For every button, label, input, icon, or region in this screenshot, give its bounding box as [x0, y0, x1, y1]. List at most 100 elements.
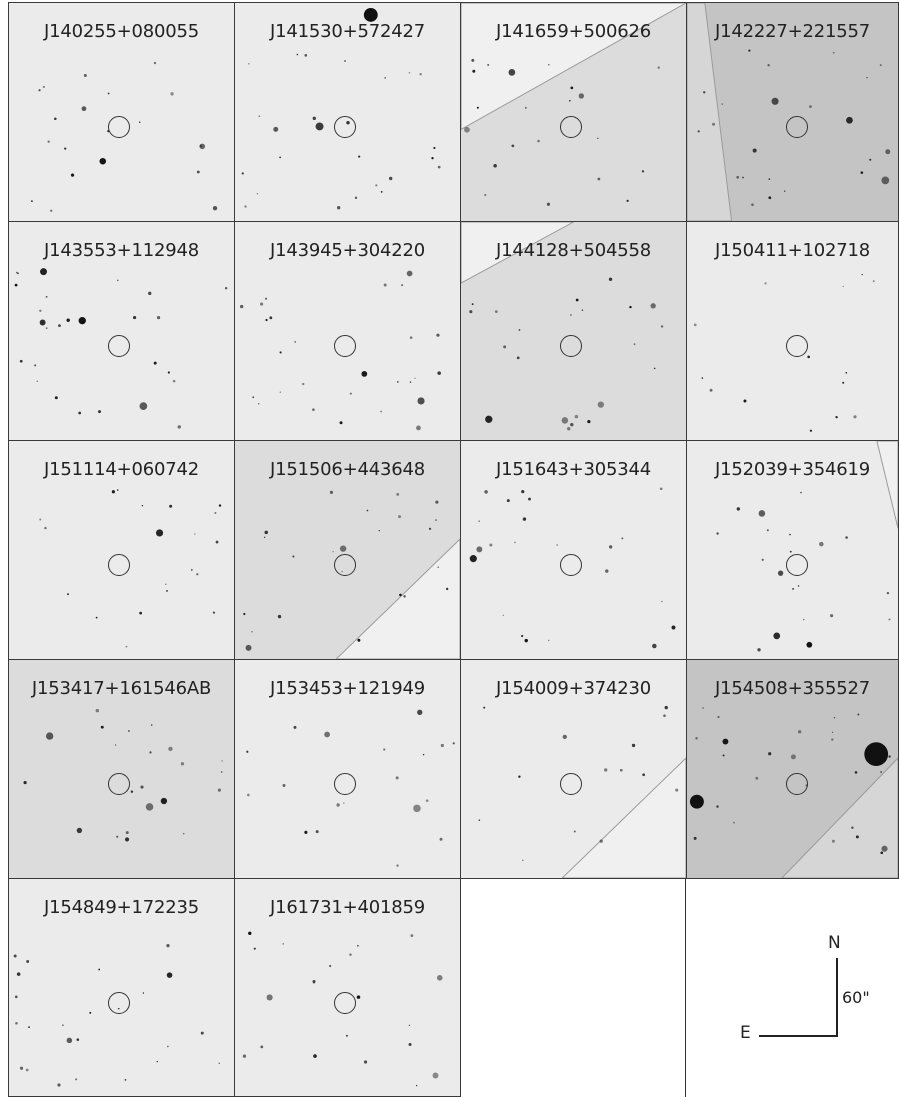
finder-panel: J154508+355527 [686, 659, 899, 879]
star-field [478, 705, 686, 878]
star [329, 964, 332, 968]
star [156, 316, 161, 320]
star [597, 401, 605, 408]
finder-panel: J154009+374230 [460, 659, 687, 879]
target-circle [108, 773, 130, 795]
star [597, 177, 601, 181]
star [888, 755, 891, 758]
star [64, 147, 67, 150]
star [339, 545, 347, 552]
star [514, 541, 516, 544]
star [196, 170, 200, 174]
star [34, 364, 37, 367]
star [439, 837, 443, 841]
star [62, 1024, 64, 1026]
star [464, 126, 470, 133]
star [766, 529, 769, 532]
star [54, 396, 58, 400]
star [304, 830, 308, 834]
star [773, 632, 781, 640]
star [528, 497, 531, 501]
star [471, 58, 475, 62]
star [128, 730, 130, 732]
star [657, 66, 660, 69]
star [26, 959, 30, 963]
star [437, 566, 439, 568]
star [521, 634, 524, 638]
star [57, 1083, 61, 1087]
star [761, 558, 764, 561]
star [124, 837, 130, 842]
finder-panel: J143945+304220 [234, 221, 461, 441]
finder-panel: J150411+102718 [686, 221, 899, 441]
star [881, 176, 890, 185]
star [693, 323, 697, 327]
star [100, 725, 104, 729]
finder-panel: J144128+504558 [460, 221, 687, 441]
star [416, 425, 421, 431]
star [845, 536, 848, 539]
star [256, 193, 259, 195]
survey-edge [461, 3, 686, 131]
star [398, 515, 402, 519]
star [650, 303, 656, 309]
star [518, 775, 521, 778]
star [200, 1031, 204, 1035]
star [182, 832, 185, 835]
finder-panel: J151114+060742 [8, 440, 235, 660]
star [339, 421, 343, 425]
survey-edge [461, 222, 574, 284]
star [168, 746, 173, 752]
star [437, 165, 441, 169]
star [721, 103, 723, 105]
star-field [693, 274, 875, 432]
star [40, 268, 47, 276]
panel-label: J161731+401859 [269, 897, 426, 918]
star [139, 611, 143, 615]
target-circle [108, 116, 130, 138]
star [428, 527, 432, 530]
star [45, 295, 48, 298]
star [767, 64, 770, 67]
east-label: E [740, 1023, 751, 1043]
star [153, 61, 157, 65]
star [790, 754, 796, 760]
star [880, 771, 882, 773]
star [416, 1085, 418, 1087]
star [215, 540, 219, 544]
star [384, 77, 386, 79]
target-circle [786, 554, 808, 576]
star [846, 116, 853, 124]
panel-label: J150411+102718 [714, 240, 871, 261]
star [166, 590, 168, 592]
star [789, 550, 792, 553]
star [212, 206, 218, 211]
star-field [13, 944, 221, 1087]
star [521, 490, 525, 494]
star [149, 751, 152, 754]
star [608, 545, 613, 549]
star [605, 569, 609, 573]
star [265, 318, 268, 322]
star [476, 106, 479, 109]
star [277, 614, 282, 619]
star [476, 546, 483, 553]
star [16, 972, 21, 976]
star [383, 283, 387, 287]
survey-edge [781, 757, 898, 878]
star [54, 117, 57, 121]
star [853, 415, 857, 419]
star [485, 415, 493, 423]
star [652, 643, 657, 649]
star [422, 753, 425, 756]
star [508, 68, 516, 76]
star [36, 380, 39, 383]
star [783, 190, 786, 192]
star-field [243, 490, 460, 659]
star [886, 591, 890, 595]
star [659, 487, 663, 491]
star [282, 943, 284, 945]
star [771, 97, 779, 105]
finder-panel: J161731+401859 [234, 878, 461, 1097]
star [58, 324, 61, 328]
